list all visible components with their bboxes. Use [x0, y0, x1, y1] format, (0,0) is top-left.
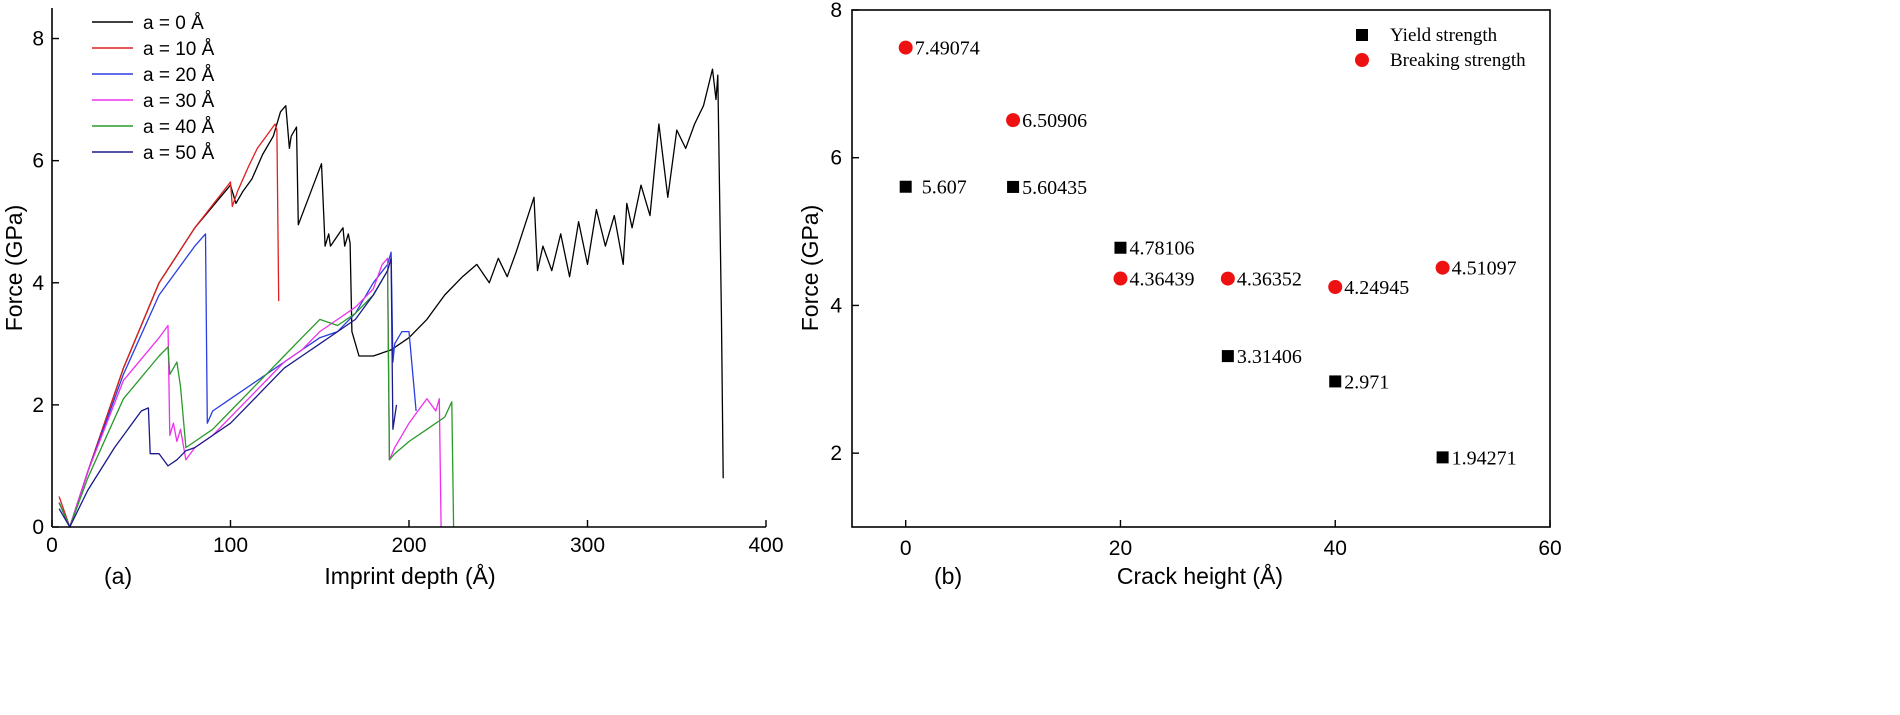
panel-b-breaking-point: [1435, 260, 1450, 275]
panel-a-legend-entry: a = 40 Å: [143, 117, 215, 138]
panel-b-breaking-point: [1113, 271, 1128, 286]
panel-a-x-axis-label: Imprint depth (Å): [324, 562, 495, 589]
panel-a-series-line-1: [58, 123, 280, 528]
panel-b-data-label: 5.607: [922, 177, 967, 199]
panel-b-breaking-point: [1328, 280, 1343, 295]
panel-b-data-label: 2.971: [1344, 371, 1389, 393]
panel-b-y-tick-label: 4: [830, 294, 842, 317]
panel-b-y-tick-label: 6: [830, 147, 842, 170]
panel-b-x-tick-label: 20: [1109, 537, 1132, 560]
panel-a-x-tick-label: 200: [391, 534, 426, 557]
panel-b-scatter-chart: 0 20 40 60 2 4 6 8 5.607 5.60435 4.78106 3.31406 2.…: [797, 0, 1562, 589]
panel-b-y-axis-label: Force (GPa): [797, 205, 823, 332]
panel-a-ticks: 0 100 200 300 400 0 2 4 6 8: [32, 28, 783, 557]
panel-a-legend-entry: a = 0 Å: [143, 13, 204, 34]
panel-a-x-tick-label: 300: [570, 534, 605, 557]
panel-a-legend-entry: a = 30 Å: [143, 91, 215, 112]
panel-a-y-tick-label: 8: [32, 28, 44, 51]
panel-b-x-tick-label: 0: [900, 537, 912, 560]
panel-b-data-label: 4.24945: [1344, 277, 1409, 299]
panel-a-series-line-4: [58, 269, 455, 528]
panel-b-breaking-point: [1220, 271, 1235, 286]
panel-b-legend-marker-0: [1356, 29, 1368, 41]
panel-b-yield-point: [1007, 180, 1020, 193]
panel-b-x-tick-label: 40: [1324, 537, 1347, 560]
panel-b-data-label: 4.36439: [1129, 269, 1194, 291]
panel-b-plot-frame: [851, 9, 1551, 528]
panel-a-series-line-5: [58, 257, 398, 528]
panel-b-yield-point: [1436, 451, 1449, 464]
panel-b-data-label: 4.51097: [1452, 258, 1517, 280]
panel-b-y-tick-label: 2: [830, 442, 842, 465]
panel-a-y-tick-label: 6: [32, 150, 44, 173]
panel-b-data-label: 4.78106: [1129, 238, 1194, 260]
panel-b-breaking-point: [1006, 113, 1021, 128]
panel-a-legend-entry: a = 10 Å: [143, 39, 215, 60]
panel-b-x-tick-label: 60: [1538, 537, 1561, 560]
panel-a-y-tick-label: 0: [32, 516, 44, 539]
panel-a-y-tick-label: 2: [32, 394, 44, 417]
panel-b-ticks: 0 20 40 60 2 4 6 8: [830, 0, 1561, 560]
panel-b-x-axis-label: Crack height (Å): [1117, 562, 1283, 589]
panel-a-legend-entry: a = 20 Å: [143, 65, 215, 86]
panel-b-legend-marker-1: [1355, 53, 1369, 67]
panel-a-y-axis-label: Force (GPa): [1, 205, 27, 332]
panel-b-data-label: 3.31406: [1237, 346, 1302, 368]
panel-b-data-label: 5.60435: [1022, 177, 1087, 199]
panel-a-x-tick-label: 0: [46, 534, 58, 557]
panel-b-yield-point: [1114, 241, 1127, 254]
panel-b-breaking-point: [898, 40, 913, 55]
panel-a-series-line-0: [58, 68, 724, 528]
panel-a-label: (a): [104, 563, 132, 589]
panel-b-legend-entry: Breaking strength: [1390, 50, 1526, 71]
panel-b-y-tick-label: 8: [830, 0, 842, 22]
panel-a-y-tick-label: 4: [32, 272, 44, 295]
panel-a-series-line-2: [58, 233, 417, 528]
panel-b-legend: Yield strength Breaking strength: [1355, 25, 1526, 71]
panel-a-legend: a = 0 Å a = 10 Å a = 20 Å a = 30 Å a = 40 Å a…: [92, 13, 215, 164]
panel-a-x-tick-label: 400: [748, 534, 783, 557]
panel-b-yield-point: [1329, 375, 1342, 388]
panel-b-data-label: 4.36352: [1237, 269, 1302, 291]
panel-b-legend-entry: Yield strength: [1390, 25, 1498, 46]
panel-a-legend-entry: a = 50 Å: [143, 143, 215, 164]
panel-b-yield-point: [1221, 350, 1234, 363]
panel-b-yield-point: [899, 180, 912, 193]
panel-b-data-label: 1.94271: [1452, 447, 1517, 469]
panel-b-label: (b): [934, 563, 962, 589]
panel-b-data-label: 6.50906: [1022, 110, 1087, 132]
panel-b-data-label: 7.49074: [915, 38, 980, 60]
panel-a-series-group: [58, 68, 724, 528]
panel-a-line-chart: 0 100 200 300 400 0 2 4 6 8 Imprint depth (Å) For…: [1, 8, 784, 589]
panel-b-points-group: 5.607 5.60435 4.78106 3.31406 2.971 1.94271 7.…: [898, 38, 1517, 469]
panel-a-x-tick-label: 100: [213, 534, 248, 557]
